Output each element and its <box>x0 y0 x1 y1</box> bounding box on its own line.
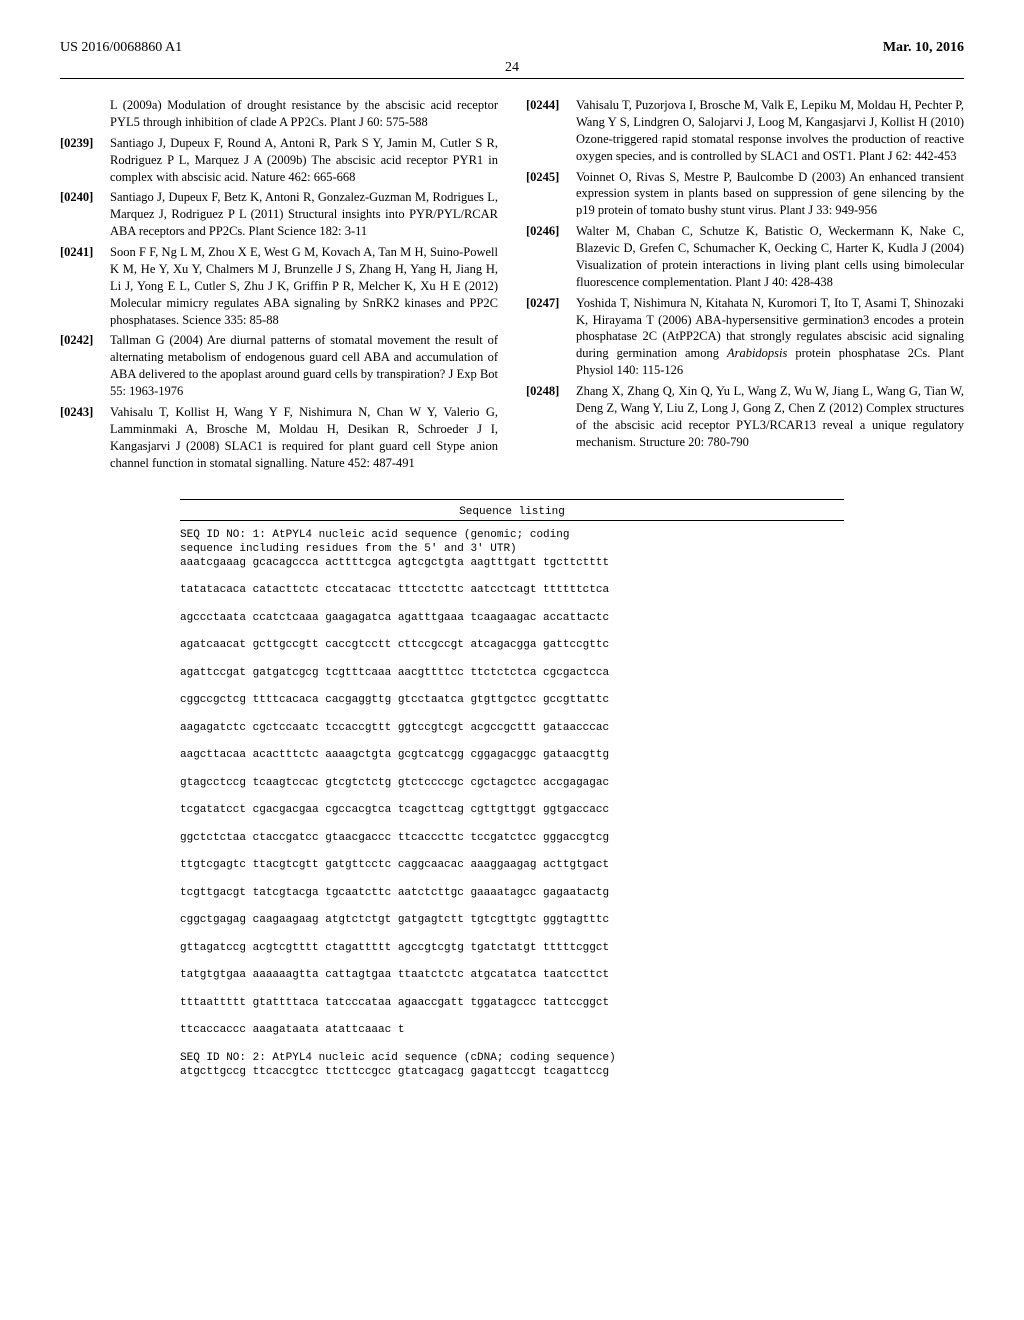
reference-number: [0248] <box>526 383 576 451</box>
reference-text: Tallman G (2004) Are diurnal patterns of… <box>110 332 498 400</box>
reference-text: Santiago J, Dupeux F, Betz K, Antoni R, … <box>110 189 498 240</box>
header-row: US 2016/0068860 A1 Mar. 10, 2016 <box>60 40 964 56</box>
reference-item: [0246]Walter M, Chaban C, Schutze K, Bat… <box>526 223 964 291</box>
left-column: L (2009a) Modulation of drought resistan… <box>60 97 498 475</box>
reference-text: Voinnet O, Rivas S, Mestre P, Baulcombe … <box>576 169 964 220</box>
reference-text: Walter M, Chaban C, Schutze K, Batistic … <box>576 223 964 291</box>
reference-text: Santiago J, Dupeux F, Round A, Antoni R,… <box>110 135 498 186</box>
reference-text: Zhang X, Zhang Q, Xin Q, Yu L, Wang Z, W… <box>576 383 964 451</box>
page-number: 24 <box>60 60 964 76</box>
publication-date: Mar. 10, 2016 <box>883 40 964 56</box>
reference-item: [0244]Vahisalu T, Puzorjova I, Brosche M… <box>526 97 964 165</box>
reference-item: [0242]Tallman G (2004) Are diurnal patte… <box>60 332 498 400</box>
sequence-listing-block: Sequence listing SEQ ID NO: 1: AtPYL4 nu… <box>180 499 844 1079</box>
reference-number: [0247] <box>526 295 576 379</box>
reference-item: [0243]Vahisalu T, Kollist H, Wang Y F, N… <box>60 404 498 472</box>
reference-number: [0242] <box>60 332 110 400</box>
reference-item: [0245]Voinnet O, Rivas S, Mestre P, Baul… <box>526 169 964 220</box>
reference-item: [0241]Soon F F, Ng L M, Zhou X E, West G… <box>60 244 498 328</box>
reference-text: Vahisalu T, Kollist H, Wang Y F, Nishimu… <box>110 404 498 472</box>
reference-item: [0240]Santiago J, Dupeux F, Betz K, Anto… <box>60 189 498 240</box>
reference-number: [0245] <box>526 169 576 220</box>
header-rule <box>60 78 964 79</box>
reference-text: Vahisalu T, Puzorjova I, Brosche M, Valk… <box>576 97 964 165</box>
right-column: [0244]Vahisalu T, Puzorjova I, Brosche M… <box>526 97 964 475</box>
reference-item: [0239]Santiago J, Dupeux F, Round A, Ant… <box>60 135 498 186</box>
reference-item: [0248]Zhang X, Zhang Q, Xin Q, Yu L, Wan… <box>526 383 964 451</box>
reference-number: [0243] <box>60 404 110 472</box>
reference-text: Yoshida T, Nishimura N, Kitahata N, Kuro… <box>576 295 964 379</box>
reference-number: [0241] <box>60 244 110 328</box>
sequence-body: SEQ ID NO: 1: AtPYL4 nucleic acid sequen… <box>180 521 844 1079</box>
two-column-body: L (2009a) Modulation of drought resistan… <box>60 97 964 475</box>
reference-text: Soon F F, Ng L M, Zhou X E, West G M, Ko… <box>110 244 498 328</box>
reference-number: [0244] <box>526 97 576 165</box>
reference-item: [0247]Yoshida T, Nishimura N, Kitahata N… <box>526 295 964 379</box>
reference-continuation: L (2009a) Modulation of drought resistan… <box>60 97 498 131</box>
publication-number: US 2016/0068860 A1 <box>60 40 182 56</box>
sequence-listing-title: Sequence listing <box>180 500 844 520</box>
reference-number: [0239] <box>60 135 110 186</box>
page: US 2016/0068860 A1 Mar. 10, 2016 24 L (2… <box>0 0 1024 1129</box>
reference-number: [0246] <box>526 223 576 291</box>
reference-number: [0240] <box>60 189 110 240</box>
